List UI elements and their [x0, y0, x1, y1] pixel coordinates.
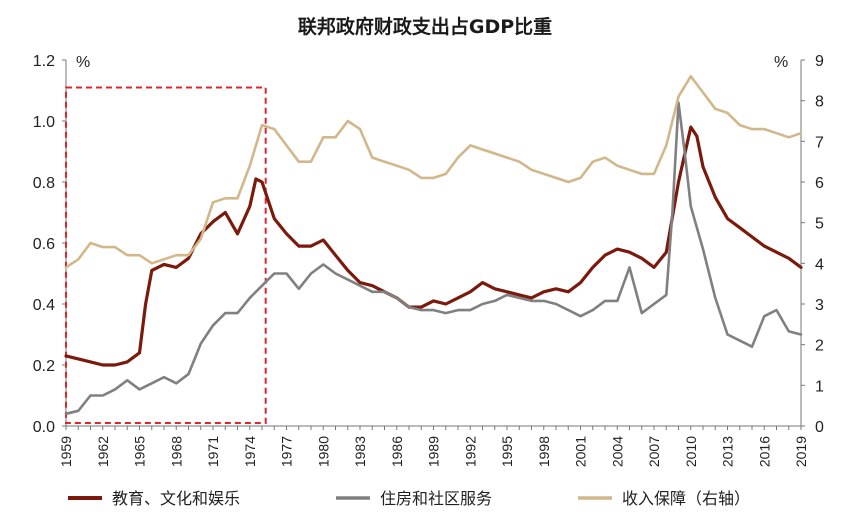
x-axis-tick-label: 1971: [205, 436, 221, 467]
x-axis-tick-label: 1989: [426, 436, 442, 467]
x-axis-tick-label: 2016: [756, 436, 772, 467]
series-line-2: [64, 101, 803, 416]
right-axis-unit: %: [774, 54, 788, 71]
series-layer: [64, 75, 803, 416]
right-axis-tick-label: 2: [815, 338, 824, 355]
x-axis-tick-label: 1965: [132, 436, 148, 467]
chart-title: 联邦政府财政支出占GDP比重: [298, 15, 552, 38]
right-axis-tick-label: 7: [815, 134, 824, 151]
x-axis-tick-label: 1986: [389, 436, 405, 467]
x-axis-tick-label: 1974: [242, 436, 258, 467]
x-axis-tick-label: 1977: [279, 436, 295, 467]
left-axis-tick-label: 1.2: [33, 53, 55, 70]
x-axis-tick-label: 1980: [315, 436, 331, 467]
right-axis-tick-label: 8: [815, 94, 824, 111]
x-axis-tick-label: 2013: [720, 436, 736, 467]
x-axis-tick-label: 1995: [499, 436, 515, 467]
x-axis-tick-label: 2001: [573, 436, 589, 467]
x-axis-tick-label: 1992: [462, 436, 478, 467]
right-axis-tick-label: 5: [815, 216, 824, 233]
right-axis-tick-label: 9: [815, 53, 824, 70]
x-axis-tick-label: 1983: [352, 436, 368, 467]
legend: 教育、文化和娱乐 住房和社区服务 收入保障（右轴）: [68, 489, 750, 508]
x-axis-tick-label: 2010: [683, 436, 699, 467]
axes-layer: 0.0 0.2 0.4 0.6 0.8 1.0 1.2 0 1 2 3 4 5 6 7 8 9 1959 1962 1…: [33, 53, 824, 467]
x-axis-tick-label: 1968: [168, 436, 184, 467]
series-line-3: [64, 75, 803, 269]
right-axis-tick-label: 3: [815, 297, 824, 314]
series-line-1: [64, 125, 803, 367]
left-axis-tick-label: 0.2: [33, 358, 55, 375]
left-axis-tick-label: 0.4: [33, 297, 55, 314]
x-axis-tick-label: 2004: [609, 436, 625, 467]
left-axis-tick-label: 0.6: [33, 236, 55, 253]
right-axis-tick-label: 1: [815, 378, 824, 395]
left-axis-unit: %: [76, 54, 90, 71]
x-axis-tick-label: 1998: [536, 436, 552, 467]
legend-label-2: 住房和社区服务: [380, 489, 492, 508]
right-axis-tick-label: 4: [815, 256, 824, 273]
left-axis-tick-label: 0.0: [33, 419, 55, 436]
right-axis-tick-label: 0: [815, 419, 824, 436]
x-axis-tick-label: 1962: [95, 436, 111, 467]
right-axis-tick-label: 6: [815, 175, 824, 192]
left-axis-tick-label: 0.8: [33, 175, 55, 192]
legend-label-1: 教育、文化和娱乐: [112, 489, 240, 508]
left-axis-tick-label: 1.0: [33, 114, 55, 131]
x-axis-tick-label: 2019: [793, 436, 809, 467]
x-axis-tick-label: 1959: [58, 436, 74, 467]
highlight-box: [65, 86, 267, 424]
legend-label-3: 收入保障（右轴）: [622, 489, 750, 508]
x-axis-tick-label: 2007: [646, 436, 662, 467]
